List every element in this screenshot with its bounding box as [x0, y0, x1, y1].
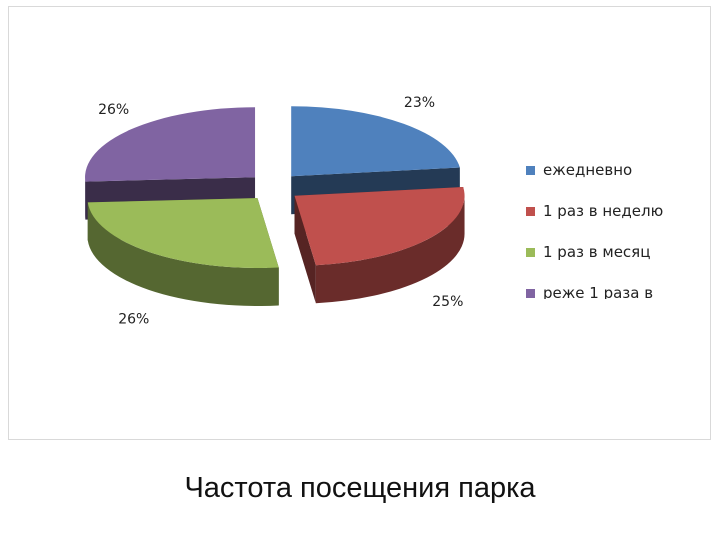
- data-label-daily: 23%: [404, 95, 435, 111]
- pie-slice-weekly-wall-end: [294, 195, 316, 304]
- legend-swatch-rarely: [526, 289, 535, 298]
- legend-swatch-daily: [526, 166, 535, 175]
- pie-slice-weekly: [294, 186, 465, 304]
- pie-slice-monthly-side-0: [87, 202, 279, 307]
- legend-item-rarely: реже 1 раза в: [526, 280, 706, 299]
- page-title: Частота посещения парка: [184, 472, 536, 504]
- pie-slice-monthly: [87, 198, 279, 307]
- pie-slice-daily-top: [291, 106, 460, 177]
- chart-legend: ежедневно 1 раз в неделю 1 раз в месяц р…: [526, 157, 706, 299]
- legend-swatch-monthly: [526, 248, 535, 257]
- legend-label-rarely: реже 1 раза в: [543, 284, 654, 299]
- legend-label-monthly: 1 раз в месяц: [543, 243, 651, 261]
- pie-slice-monthly-top: [87, 198, 279, 269]
- legend-item-monthly: 1 раз в месяц: [526, 239, 706, 280]
- legend-item-daily: ежедневно: [526, 157, 706, 198]
- legend-swatch-weekly: [526, 207, 535, 216]
- data-label-rarely: 26%: [98, 102, 129, 118]
- pie-chart: 23% 25% 26% 26%: [85, 95, 465, 328]
- chart-frame: 23% 25% 26% 26% ежедневно 1 раз в неделю 1 …: [8, 6, 711, 440]
- legend-label-weekly: 1 раз в неделю: [543, 202, 664, 220]
- data-label-weekly: 25%: [432, 294, 463, 310]
- pie-slice-rarely-top: [85, 107, 256, 182]
- pie-slice-weekly-side-0: [315, 195, 465, 304]
- data-label-monthly: 26%: [118, 312, 149, 328]
- pie-slice-weekly-top: [294, 186, 465, 266]
- legend-label-daily: ежедневно: [543, 161, 633, 179]
- legend-item-weekly: 1 раз в неделю: [526, 198, 706, 239]
